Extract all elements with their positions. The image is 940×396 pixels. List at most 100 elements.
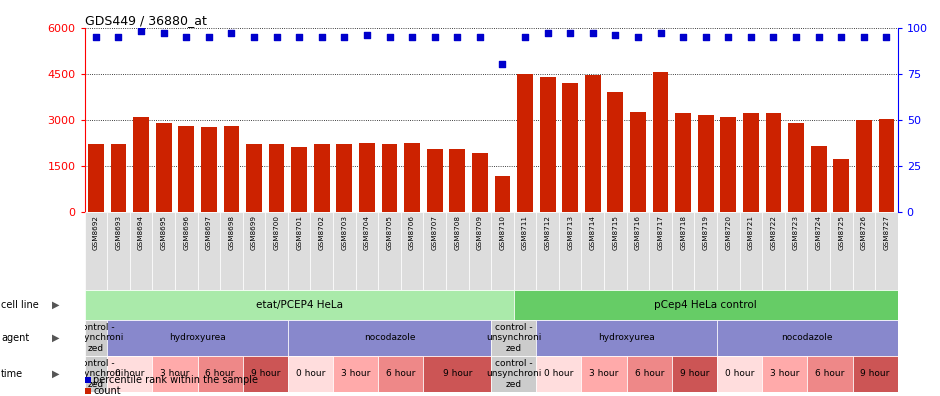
Text: GSM8704: GSM8704 xyxy=(364,215,370,250)
Point xyxy=(518,34,533,40)
Text: GSM8703: GSM8703 xyxy=(341,215,348,250)
Text: GSM8709: GSM8709 xyxy=(477,215,483,250)
Bar xyxy=(288,211,310,290)
Point xyxy=(495,61,510,68)
Text: 3 hour: 3 hour xyxy=(589,369,619,379)
Bar xyxy=(359,143,375,211)
Bar xyxy=(717,211,740,290)
Bar xyxy=(491,356,537,392)
Point xyxy=(586,30,601,36)
Bar xyxy=(697,115,713,211)
Point xyxy=(404,34,419,40)
Bar xyxy=(537,211,559,290)
Text: GSM8695: GSM8695 xyxy=(161,215,166,250)
Bar xyxy=(133,116,149,211)
Point xyxy=(811,34,826,40)
Point xyxy=(449,34,464,40)
Text: 0 hour: 0 hour xyxy=(544,369,573,379)
Bar xyxy=(288,356,333,392)
Point xyxy=(789,34,804,40)
Text: cell line: cell line xyxy=(1,300,39,310)
Bar xyxy=(627,356,672,392)
Text: count: count xyxy=(93,386,120,396)
Bar xyxy=(650,211,672,290)
Text: GSM8696: GSM8696 xyxy=(183,215,189,250)
Bar xyxy=(310,211,333,290)
Text: GSM8718: GSM8718 xyxy=(681,215,686,250)
Point xyxy=(698,34,713,40)
Bar xyxy=(107,320,288,356)
Text: GSM8710: GSM8710 xyxy=(499,215,506,250)
Bar xyxy=(562,83,578,211)
Text: 9 hour: 9 hour xyxy=(680,369,709,379)
Bar xyxy=(607,92,623,211)
Text: 0 hour: 0 hour xyxy=(296,369,325,379)
Text: GSM8722: GSM8722 xyxy=(771,215,776,250)
Text: GSM8720: GSM8720 xyxy=(726,215,731,250)
Bar xyxy=(740,211,762,290)
Bar xyxy=(197,356,243,392)
Text: etat/PCEP4 HeLa: etat/PCEP4 HeLa xyxy=(256,300,343,310)
Point xyxy=(269,34,284,40)
Text: GSM8713: GSM8713 xyxy=(567,215,573,250)
Text: nocodazole: nocodazole xyxy=(364,333,415,343)
Point xyxy=(766,34,781,40)
Bar xyxy=(111,143,126,211)
Text: control -
unsynchroni
zed: control - unsynchroni zed xyxy=(69,359,123,389)
Bar xyxy=(717,356,762,392)
Bar xyxy=(762,211,785,290)
Bar xyxy=(785,211,807,290)
Bar xyxy=(220,211,243,290)
Text: GSM8723: GSM8723 xyxy=(793,215,799,250)
Text: 0 hour: 0 hour xyxy=(115,369,145,379)
Bar xyxy=(810,146,826,211)
Point xyxy=(246,34,261,40)
Bar xyxy=(355,211,378,290)
Text: GSM8725: GSM8725 xyxy=(838,215,844,250)
Bar xyxy=(540,77,556,211)
Point xyxy=(744,34,759,40)
Bar xyxy=(378,211,400,290)
Bar xyxy=(423,356,491,392)
Bar xyxy=(537,356,582,392)
Text: GSM8700: GSM8700 xyxy=(274,215,279,250)
Text: GSM8711: GSM8711 xyxy=(522,215,528,250)
Bar xyxy=(853,356,898,392)
Point xyxy=(427,34,442,40)
Bar xyxy=(201,127,217,211)
Bar xyxy=(672,211,695,290)
Text: 3 hour: 3 hour xyxy=(160,369,190,379)
Text: GSM8699: GSM8699 xyxy=(251,215,257,250)
Point xyxy=(879,34,894,40)
Bar xyxy=(337,144,352,211)
Bar xyxy=(494,176,510,211)
Bar xyxy=(107,356,152,392)
Bar xyxy=(152,356,197,392)
Bar xyxy=(85,320,107,356)
Point xyxy=(653,30,668,36)
Bar xyxy=(107,211,130,290)
Text: 3 hour: 3 hour xyxy=(770,369,799,379)
Text: GSM8706: GSM8706 xyxy=(409,215,415,250)
Text: GSM8724: GSM8724 xyxy=(816,215,822,250)
Bar xyxy=(788,123,804,211)
Bar xyxy=(179,126,195,211)
Bar xyxy=(246,144,262,211)
Bar xyxy=(152,211,175,290)
Text: nocodazole: nocodazole xyxy=(781,333,833,343)
Bar xyxy=(85,211,107,290)
Bar xyxy=(834,160,849,211)
Point xyxy=(224,30,239,36)
Text: GSM8712: GSM8712 xyxy=(544,215,551,250)
Bar xyxy=(672,356,717,392)
Bar xyxy=(423,211,446,290)
Bar xyxy=(856,120,871,211)
Text: ▶: ▶ xyxy=(52,300,59,310)
Text: GSM8702: GSM8702 xyxy=(319,215,324,250)
Point xyxy=(314,34,329,40)
Text: 3 hour: 3 hour xyxy=(341,369,370,379)
Text: percentile rank within the sample: percentile rank within the sample xyxy=(93,375,258,385)
Point xyxy=(540,30,556,36)
Bar xyxy=(514,290,898,320)
Bar xyxy=(468,211,491,290)
